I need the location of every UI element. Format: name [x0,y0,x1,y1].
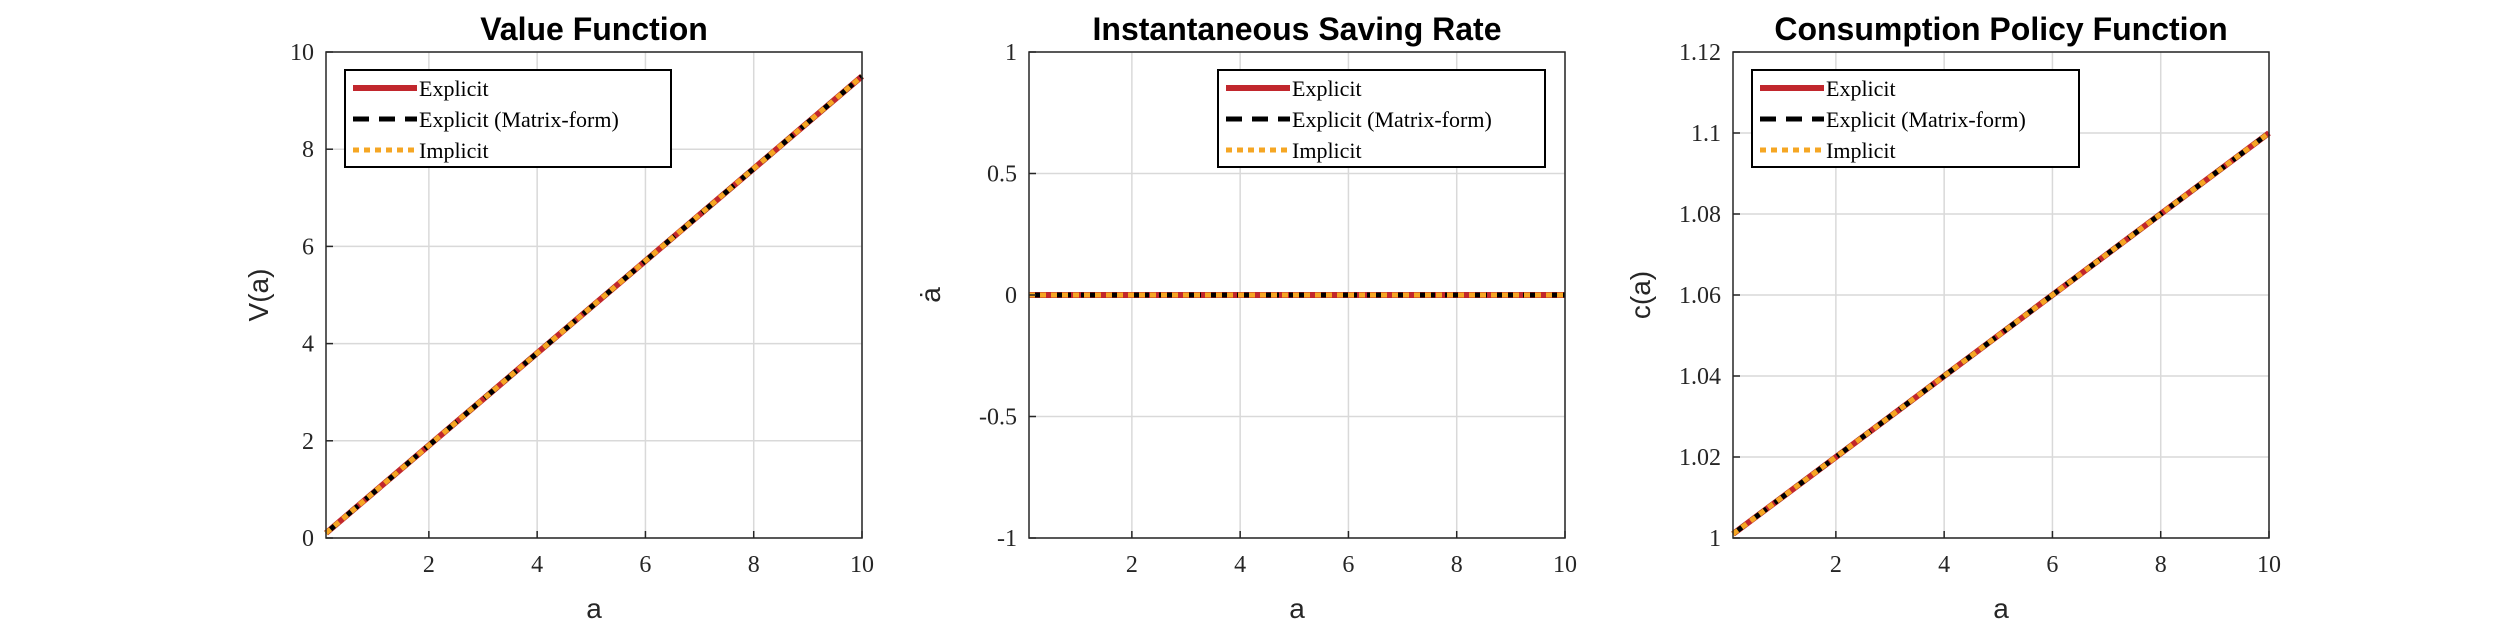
axes-box [325,51,863,539]
legend-label-3: Implicit [1826,138,1896,163]
x-tick-label: 6 [1342,552,1354,578]
y-tick-label: 2 [302,429,314,455]
legend: Explicit Explicit (Matrix-form) Implicit [344,69,672,168]
y-tick-label: 8 [302,137,314,163]
x-tick-label: 2 [1830,552,1842,578]
x-axis-label: a [1289,593,1305,624]
x-axis-label: a [1993,593,2009,624]
legend: Explicit Explicit (Matrix-form) Implicit [1751,69,2080,168]
x-tick-label: 6 [2046,552,2058,578]
x-tick-label: 2 [423,552,435,578]
y-axis-label: c(a) [1625,271,1656,319]
legend-label-3: Implicit [419,138,489,163]
y-tick-label: 0 [1005,283,1017,309]
x-tick-label: 4 [1234,552,1246,578]
x-axis-label: a [586,593,602,624]
legend-label-2: Explicit (Matrix-form) [1292,107,1492,132]
x-tick-label: 10 [850,552,874,578]
legend-label-2: Explicit (Matrix-form) [1826,107,2026,132]
y-axis-label: V(a) [243,269,274,322]
x-tick-label: 8 [748,552,760,578]
y-tick-label: 1.02 [1679,445,1721,471]
chart-title: Consumption Policy Function [1774,11,2227,47]
legend-label-1: Explicit [1292,76,1362,101]
x-tick-label: 8 [1451,552,1463,578]
y-tick-label: 6 [302,234,314,260]
series-line-3 [324,74,864,536]
legend-label-1: Explicit [419,76,489,101]
y-tick-label: 1.04 [1679,364,1721,390]
legend-label-1: Explicit [1826,76,1896,101]
x-tick-label: 6 [639,552,651,578]
x-tick-label: 10 [2257,552,2281,578]
y-tick-label: 1.1 [1691,121,1721,147]
y-axis-label: ȧ [915,287,946,303]
y-tick-label: 0 [302,526,314,552]
x-tick-label: 2 [1126,552,1138,578]
legend: Explicit Explicit (Matrix-form) Implicit [1217,69,1546,168]
chart-title: Instantaneous Saving Rate [1093,11,1502,47]
chart-panel-1: 2 4 6 8 10 0 2 4 6 8 10 Value Function a V(a) Explicit… [243,11,874,624]
chart-panel-3: 2 4 6 8 10 1 1.02 1.04 1.06 1.08 1.1 1.12 Consumptio… [1625,11,2281,624]
y-tick-label: 1.12 [1679,40,1721,66]
legend-label-2: Explicit (Matrix-form) [419,107,619,132]
chart-panel-2: 2 4 6 8 10 -1 -0.5 0 0.5 1 Instantaneous Saving Ra… [915,11,1577,624]
x-tick-label: 4 [1938,552,1950,578]
x-tick-label: 4 [531,552,543,578]
y-tick-label: -0.5 [979,405,1017,431]
y-tick-label: -1 [997,526,1017,552]
y-tick-label: 10 [290,40,314,66]
y-tick-label: 0.5 [987,162,1017,188]
chart-title: Value Function [480,11,708,47]
y-tick-label: 1 [1709,526,1721,552]
y-tick-label: 4 [302,332,314,358]
y-tick-label: 1 [1005,40,1017,66]
legend-label-3: Implicit [1292,138,1362,163]
y-tick-label: 1.08 [1679,202,1721,228]
y-tick-label: 1.06 [1679,283,1721,309]
x-tick-label: 8 [2155,552,2167,578]
series-line-3 [1731,130,2271,537]
x-tick-label: 10 [1553,552,1577,578]
